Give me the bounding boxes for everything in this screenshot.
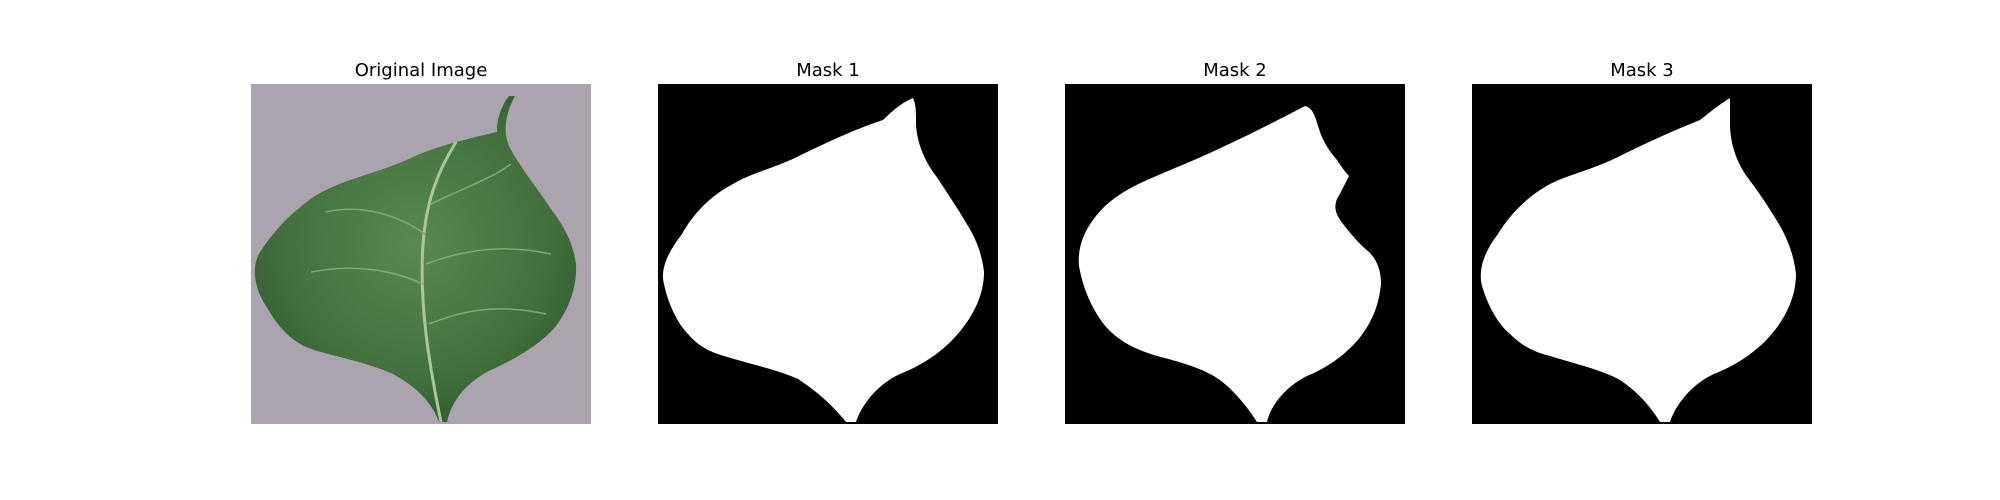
leaf-vein [428,308,547,325]
panel-title: Mask 3 [1610,60,1674,81]
leaf-midrib [420,141,458,423]
leaf-photo [251,84,591,424]
panel-mask-2: Mask 2 [1065,58,1405,424]
leaf-vein [325,208,426,235]
leaf-vein [310,267,424,285]
leaf-shape [254,96,577,422]
panel-title: Original Image [354,60,488,81]
leaf-vein [425,248,552,265]
mask-image [1472,84,1812,424]
panel-original-image: Original Image [251,58,591,424]
panel-title: Mask 2 [1203,60,1267,81]
mask-foreground [1480,98,1796,422]
mask-foreground [1078,106,1381,422]
panel-mask-3: Mask 3 [1472,58,1812,424]
panel-title: Mask 1 [796,60,860,81]
mask-foreground [662,98,984,422]
mask-image [658,84,998,424]
mask-image [1065,84,1405,424]
leaf-vein [430,163,512,205]
panel-mask-1: Mask 1 [658,58,998,424]
